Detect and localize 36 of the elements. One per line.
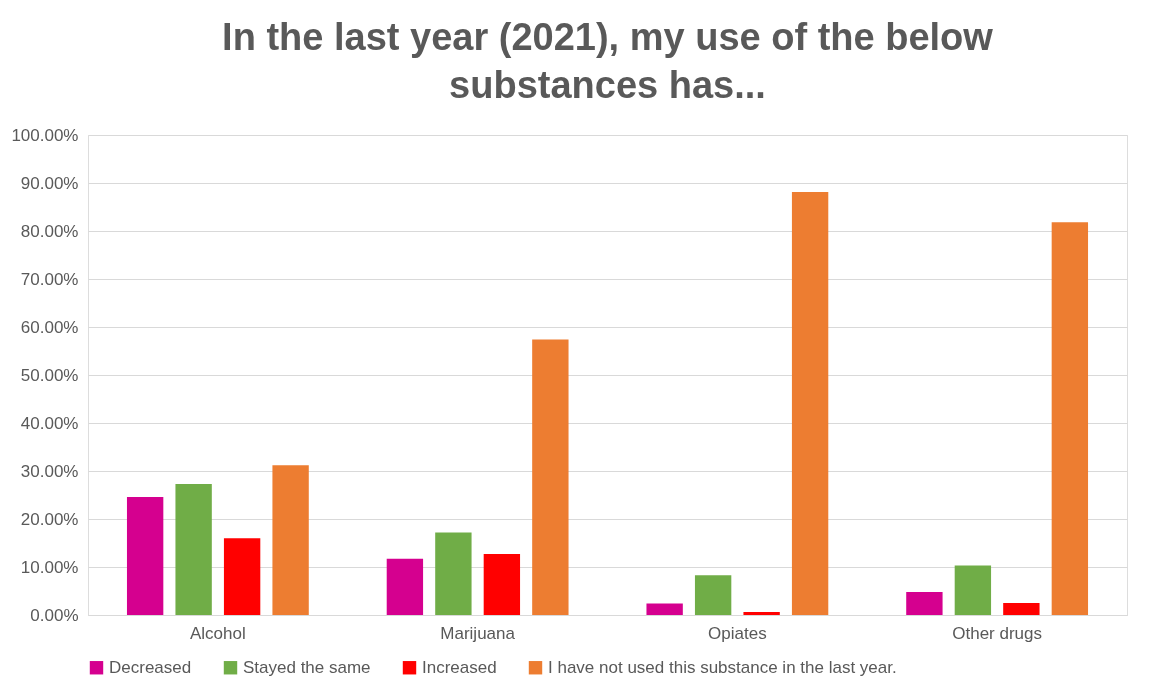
bar xyxy=(532,339,569,615)
bar xyxy=(435,532,472,615)
bar xyxy=(223,538,261,615)
bar xyxy=(272,465,309,615)
x-tick-label: Opiates xyxy=(708,623,767,643)
y-tick-label: 90.00% xyxy=(20,173,79,193)
bar xyxy=(126,496,164,615)
y-tick-label: 40.00% xyxy=(20,413,79,433)
x-tick-label: Other drugs xyxy=(952,623,1043,643)
bar xyxy=(791,192,829,615)
bar xyxy=(743,612,780,615)
y-tick-label: 50.00% xyxy=(20,365,79,385)
bar xyxy=(954,565,992,615)
bar xyxy=(483,554,521,615)
bar xyxy=(1003,603,1040,615)
bar xyxy=(694,575,732,615)
y-tick-label: 0.00% xyxy=(30,605,79,625)
legend-label: Decreased xyxy=(109,657,192,677)
y-tick-label: 10.00% xyxy=(20,557,79,577)
y-tick-label: 70.00% xyxy=(20,269,79,289)
y-tick-label: 80.00% xyxy=(20,221,79,241)
bar xyxy=(906,591,943,615)
bar xyxy=(175,483,212,615)
y-tick-label: 60.00% xyxy=(20,317,79,337)
legend-label: Increased xyxy=(422,657,497,677)
y-tick-label: 20.00% xyxy=(20,509,79,529)
bar xyxy=(386,558,424,615)
y-tick-label: 100.00% xyxy=(11,125,79,145)
y-tick-label: 30.00% xyxy=(20,461,79,481)
legend-label: Stayed the same xyxy=(243,657,371,677)
x-tick-label: Marijuana xyxy=(440,623,516,643)
bar xyxy=(1051,222,1089,615)
bar xyxy=(646,603,683,615)
chart-title: In the last year (2021), my use of the below substances has... xyxy=(222,16,994,106)
legend-label: I have not used this substance in the last year. xyxy=(548,657,897,677)
x-tick-label: Alcohol xyxy=(189,623,246,643)
